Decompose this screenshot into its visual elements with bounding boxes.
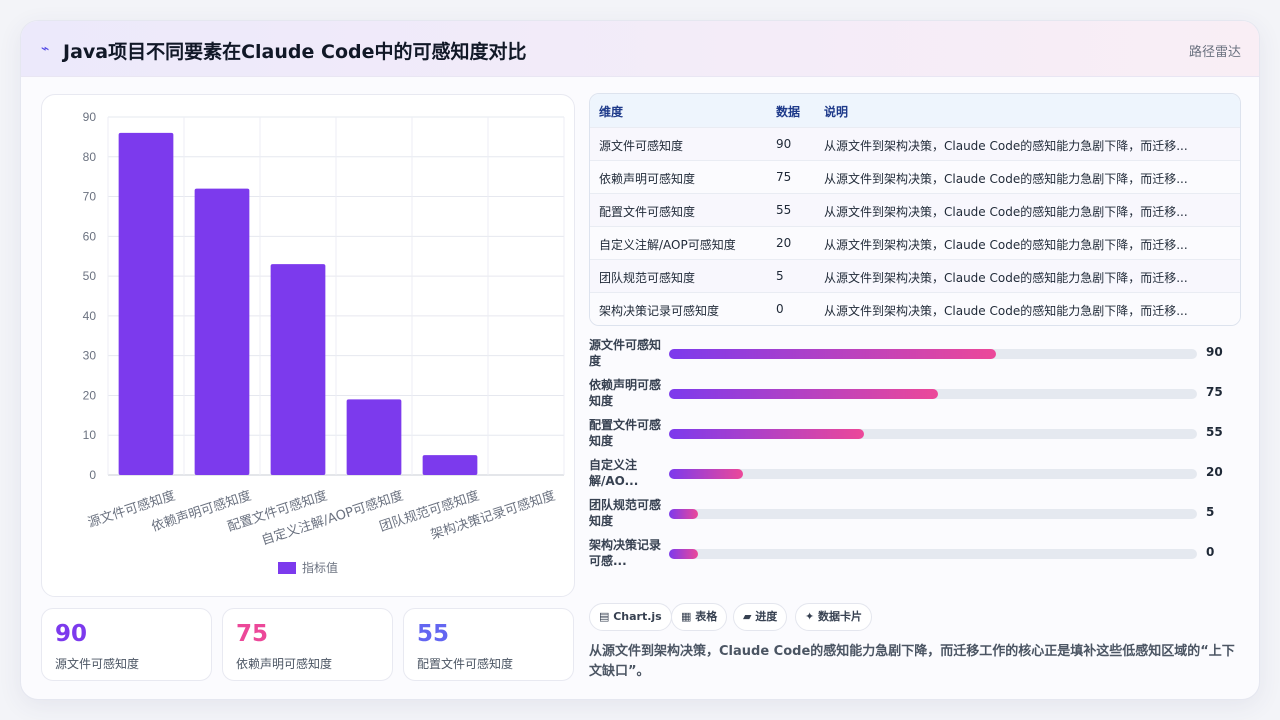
- table-cell: 从源文件到架构决策，Claude Code的感知能力急剧下降，而迁移...: [824, 271, 1188, 285]
- y-tick-label: 20: [83, 388, 97, 402]
- table-cell: 55: [776, 203, 792, 217]
- stat-card-1: 75 依赖声明可感知度: [222, 608, 393, 681]
- table-cell: 源文件可感知度: [599, 139, 684, 153]
- table-cell: 5: [776, 269, 784, 283]
- progress-value: 55: [1206, 425, 1223, 439]
- stat-label: 依赖声明可感知度: [236, 657, 333, 671]
- table-row: 配置文件可感知度 55 从源文件到架构决策，Claude Code的感知能力急剧…: [590, 193, 1240, 226]
- y-tick-label: 90: [83, 110, 97, 124]
- progress-track: [669, 509, 1197, 519]
- progress-row: 源文件可感知度 90: [589, 337, 1241, 373]
- table-cell: 从源文件到架构决策，Claude Code的感知能力急剧下降，而迁移...: [824, 139, 1188, 153]
- legend-label: 指标值: [302, 560, 338, 575]
- pill-data-cards[interactable]: ✦ 数据卡片: [795, 603, 873, 631]
- progress-track: [669, 349, 1197, 359]
- table-header-row: 维度 数据 说明: [590, 94, 1240, 127]
- progress-label: 自定义注解/AO...: [589, 458, 639, 488]
- dashboard-card: ⌁ Java项目不同要素在Claude Code中的可感知度对比 路径雷达 0 1…: [20, 20, 1260, 700]
- y-tick-label: 80: [83, 150, 97, 164]
- progress-value: 75: [1206, 385, 1223, 399]
- progress-row: 依赖声明可感知度 75: [589, 377, 1241, 413]
- stat-value: 75: [236, 621, 269, 647]
- progress-value: 20: [1206, 465, 1223, 479]
- progress-label: 源文件可感知度: [589, 338, 662, 368]
- table-cell: 90: [776, 137, 792, 151]
- table-cell: 自定义注解/AOP可感知度: [599, 238, 736, 252]
- pill-progress[interactable]: ▰ 进度: [733, 603, 788, 631]
- table-cell: 从源文件到架构决策，Claude Code的感知能力急剧下降，而迁移...: [824, 205, 1188, 219]
- progress-fill: [669, 429, 865, 439]
- progress-row: 团队规范可感知度 5: [589, 497, 1241, 533]
- progress-fill: [669, 389, 939, 399]
- progress-track: [669, 429, 1197, 439]
- chart-bar: [346, 399, 402, 475]
- y-tick-label: 30: [83, 349, 97, 363]
- y-tick-label: 60: [83, 229, 97, 243]
- stat-label: 源文件可感知度: [55, 657, 140, 671]
- progress-track: [669, 469, 1197, 479]
- stat-card-0: 90 源文件可感知度: [41, 608, 212, 681]
- table-row: 团队规范可感知度 5 从源文件到架构决策，Claude Code的感知能力急剧下…: [590, 259, 1240, 292]
- stat-value: 90: [55, 621, 88, 647]
- progress-fill: [669, 469, 743, 479]
- table-cell: 依赖声明可感知度: [599, 172, 696, 186]
- table-row: 自定义注解/AOP可感知度 20 从源文件到架构决策，Claude Code的感…: [590, 226, 1240, 259]
- stat-label: 配置文件可感知度: [417, 657, 514, 671]
- progress-label: 架构决策记录可感...: [589, 538, 662, 568]
- progress-label: 配置文件可感知度: [589, 418, 662, 448]
- chart-bar: [422, 455, 478, 475]
- table-cell: 75: [776, 170, 792, 184]
- table-header-cell: 数据: [776, 105, 801, 119]
- progress-fill: [669, 549, 699, 559]
- header-tag: 路径雷达: [1188, 45, 1241, 60]
- table-header-cell: 说明: [824, 105, 849, 119]
- table-cell: 20: [776, 236, 792, 250]
- y-tick-label: 50: [83, 269, 97, 283]
- table-cell: 配置文件可感知度: [599, 205, 696, 219]
- chart-bar: [194, 188, 250, 475]
- table-cell: 团队规范可感知度: [599, 271, 696, 285]
- y-tick-label: 70: [83, 190, 97, 204]
- progress-row: 架构决策记录可感... 0: [589, 537, 1241, 573]
- y-tick-label: 0: [89, 468, 96, 482]
- bar-chart-svg: 0102030405060708090源文件可感知度依赖声明可感知度配置文件可感…: [83, 110, 565, 575]
- bar-chart: 0 10 20 30 40 50 60 70 80 90 源文件可感知度 依赖声明可感知度 配置文件可感…: [41, 94, 575, 597]
- progress-label: 依赖声明可感知度: [589, 378, 662, 408]
- table-cell: 从源文件到架构决策，Claude Code的感知能力急剧下降，而迁移...: [824, 172, 1188, 186]
- chart-bar: [118, 132, 174, 475]
- progress-track: [669, 389, 1197, 399]
- progress-value: 0: [1206, 545, 1215, 559]
- progress-row: 配置文件可感知度 55: [589, 417, 1241, 453]
- table-cell: 从源文件到架构决策，Claude Code的感知能力急剧下降，而迁移...: [824, 304, 1188, 318]
- table-row: 源文件可感知度 90 从源文件到架构决策，Claude Code的感知能力急剧下…: [590, 127, 1240, 160]
- legend-swatch: [278, 562, 296, 574]
- table-row: 架构决策记录可感知度 0 从源文件到架构决策，Claude Code的感知能力急…: [590, 292, 1240, 325]
- y-tick-label: 40: [83, 309, 97, 323]
- progress-track: [669, 549, 1197, 559]
- chart-bar: [270, 264, 326, 475]
- y-tick-label: 10: [83, 428, 97, 442]
- progress-label: 团队规范可感知度: [589, 498, 662, 528]
- progress-fill: [669, 349, 997, 359]
- table-cell: 0: [776, 302, 784, 316]
- data-table: 维度 数据 说明 源文件可感知度 90 从源文件到架构决策，Claude Cod…: [589, 93, 1241, 326]
- progress-fill: [669, 509, 699, 519]
- summary-text: 从源文件到架构决策，Claude Code的感知能力急剧下降，而迁移工作的核心正…: [589, 644, 1235, 679]
- progress-row: 自定义注解/AO... 20: [589, 457, 1241, 493]
- table-cell: 架构决策记录可感知度: [599, 304, 720, 318]
- table-header-cell: 维度: [599, 105, 624, 119]
- stat-value: 55: [417, 621, 450, 647]
- x-tick-label: 架构决策记录可感知度: [429, 488, 558, 543]
- table-row: 依赖声明可感知度 75 从源文件到架构决策，Claude Code的感知能力急剧…: [590, 160, 1240, 193]
- progress-value: 90: [1206, 345, 1223, 359]
- header: ⌁ Java项目不同要素在Claude Code中的可感知度对比 路径雷达: [21, 21, 1259, 77]
- stat-card-2: 55 配置文件可感知度: [403, 608, 574, 681]
- pill-table[interactable]: ▦ 表格: [671, 603, 728, 631]
- sparkle-icon: ⌁: [41, 41, 50, 57]
- table-cell: 从源文件到架构决策，Claude Code的感知能力急剧下降，而迁移...: [824, 238, 1188, 252]
- pill-chartjs[interactable]: ▤ Chart.js: [589, 603, 672, 631]
- page-title: Java项目不同要素在Claude Code中的可感知度对比: [63, 41, 527, 63]
- progress-value: 5: [1206, 505, 1215, 519]
